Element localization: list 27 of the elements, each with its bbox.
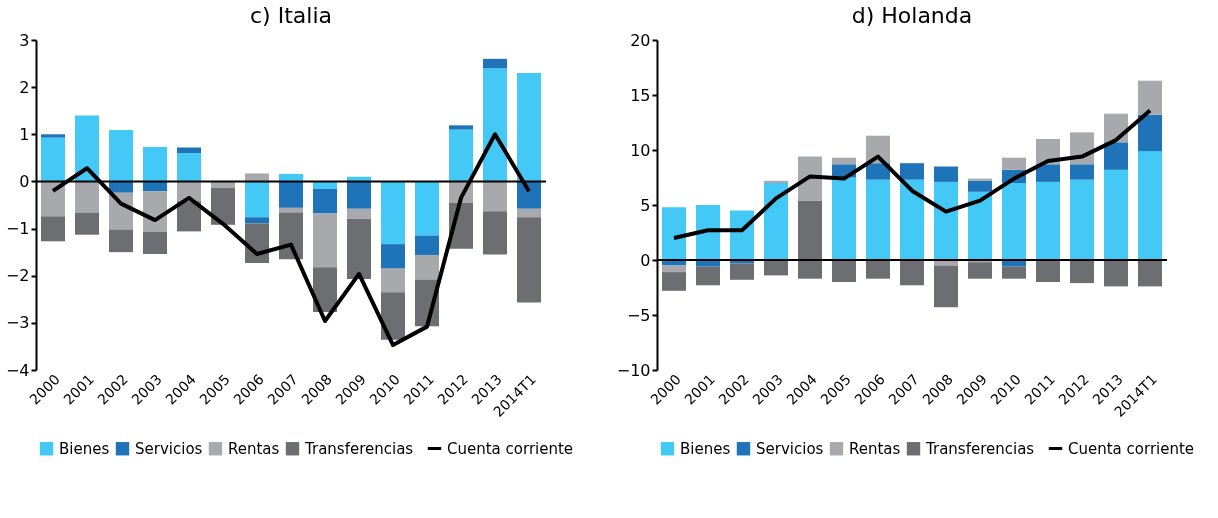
chart-title: c) Italia	[250, 3, 332, 28]
legend-label: Rentas	[849, 439, 901, 458]
y-tick-label: 1	[19, 124, 30, 144]
legend-label: Bienes	[59, 439, 110, 458]
y-tick-label: 15	[630, 85, 651, 105]
y-tick-label: −4	[5, 360, 30, 380]
legend-label: Transferencias	[304, 439, 414, 458]
legend-label: Servicios	[756, 439, 824, 458]
y-tick-label: 0	[640, 250, 651, 270]
y-tick-label: 2	[19, 77, 30, 97]
y-tick-label: 20	[630, 30, 651, 50]
y-tick-label: −3	[5, 313, 30, 333]
y-tick-label: 10	[630, 140, 651, 160]
y-tick-label: −1	[5, 219, 30, 239]
y-tick-label: 5	[640, 195, 651, 215]
y-tick-label: 3	[19, 30, 30, 50]
y-tick-label: −5	[626, 305, 651, 325]
legend-label: Cuenta corriente	[1068, 439, 1195, 458]
legend-label: Rentas	[228, 439, 280, 458]
legend-label: Cuenta corriente	[447, 439, 574, 458]
legend-label: Servicios	[135, 439, 203, 458]
chart-title: d) Holanda	[851, 3, 973, 28]
legend-label: Bienes	[680, 439, 731, 458]
y-tick-label: −10	[616, 360, 651, 380]
legend-label: Transferencias	[925, 439, 1035, 458]
y-tick-label: 0	[19, 171, 30, 191]
y-tick-label: −2	[5, 266, 30, 286]
